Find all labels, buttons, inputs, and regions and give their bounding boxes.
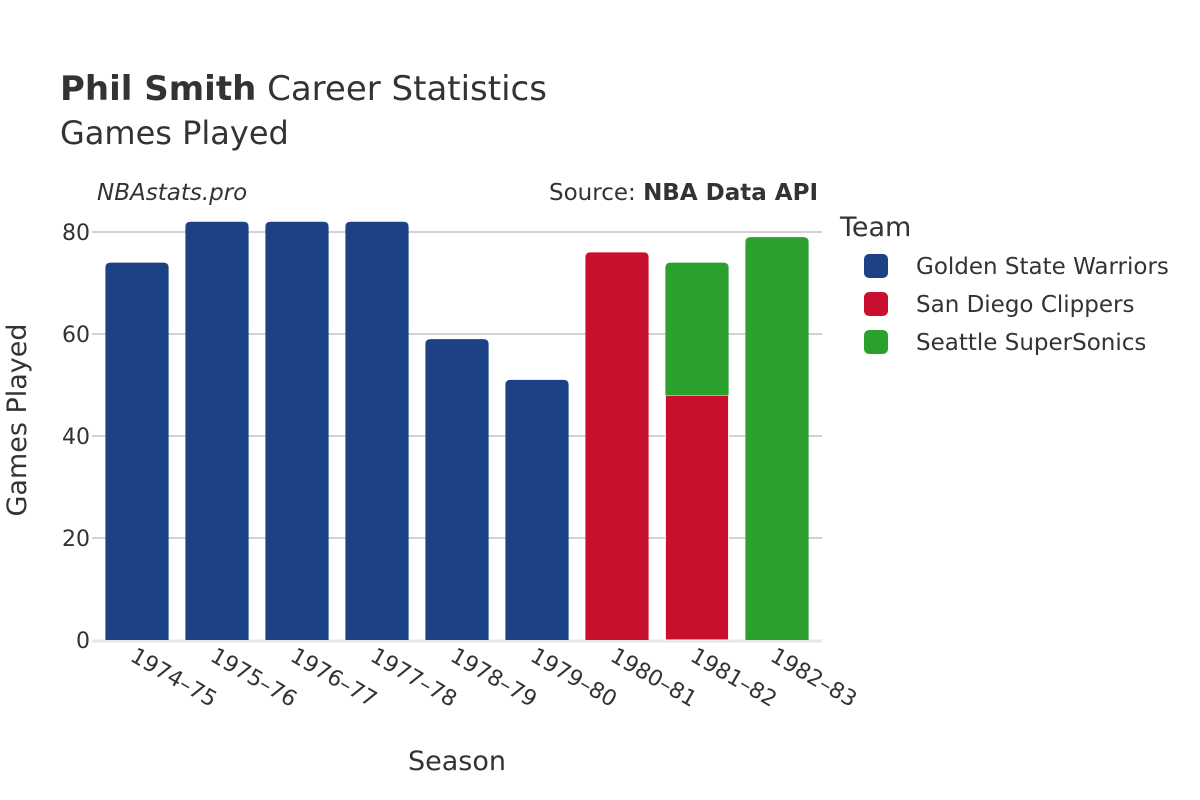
chart-title-rest: Career Statistics [256,69,547,109]
bar-segment [745,237,809,640]
chart-title: Phil Smith Career Statistics [60,69,547,109]
x-tick-label: 1977–78 [366,644,461,713]
x-tick-label: 1980–81 [606,644,701,713]
source-label: Source: [549,180,643,206]
legend-item-label: San Diego Clippers [916,292,1134,318]
y-tick-label: 80 [62,221,90,246]
bar-segment [425,339,489,640]
x-tick-label: 1979–80 [526,644,621,713]
bar-segment [585,252,649,640]
legend: Golden State Warriors San Diego Clippers S… [864,254,1169,356]
chart-subtitle: Games Played [60,114,289,152]
bar-segment [505,379,569,640]
bars [105,221,809,641]
x-tick-label: 1978–79 [446,644,541,713]
x-tick-label: 1982–83 [766,644,861,713]
y-tick-label: 20 [62,527,90,552]
source-value: NBA Data API [643,180,818,206]
bar-segment [185,221,249,641]
bar-segment [265,221,329,641]
legend-title: Team [839,212,911,243]
legend-swatch [864,292,888,316]
bar-segment [105,262,169,640]
bar-segment [664,394,730,641]
source-text: Source: NBA Data API [549,180,818,206]
y-axis-label: Games Played [2,323,33,516]
y-tick-label: 60 [62,323,90,348]
legend-swatch [864,254,888,278]
x-tick-label: 1975–76 [206,644,301,713]
x-axis-label: Season [408,746,506,777]
x-tick-label: 1981–82 [686,644,781,713]
y-tick-label: 0 [76,629,90,654]
legend-swatch [864,330,888,354]
watermark-text: NBAstats.pro [97,180,247,206]
legend-item-label: Seattle SuperSonics [916,330,1146,356]
bar-segment [665,262,729,396]
x-tick-label: 1974–75 [126,644,221,713]
x-axis-ticks: 1974–751975–761976–771977–781978–791979–… [126,644,861,713]
chart-title-player: Phil Smith [60,69,256,109]
x-tick-label: 1976–77 [286,644,381,713]
y-axis-ticks: 0 20 40 60 80 [62,221,90,654]
y-tick-label: 40 [62,425,90,450]
bar-segment [345,221,409,641]
legend-item-label: Golden State Warriors [916,254,1169,280]
